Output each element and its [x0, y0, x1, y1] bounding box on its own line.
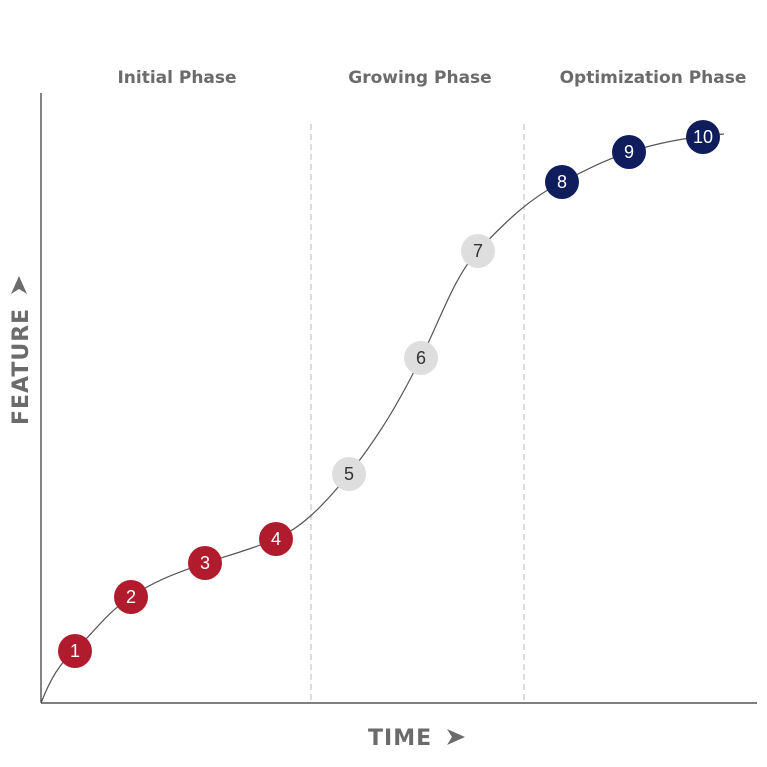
node [612, 135, 646, 169]
node-label: 9 [624, 142, 634, 162]
node-label: 1 [70, 641, 80, 661]
y-axis-label: FEATURE [9, 308, 34, 425]
x-arrow [447, 729, 465, 745]
y-arrow [11, 276, 27, 294]
node-label: 10 [693, 127, 713, 147]
node-label: 2 [126, 587, 136, 607]
node [545, 165, 579, 199]
growth-curve [40, 133, 725, 704]
phase-label: Growing Phase [348, 68, 491, 88]
node-label: 3 [200, 553, 210, 573]
phase-label: Optimization Phase [560, 68, 747, 88]
node [404, 341, 438, 375]
node-label: 7 [473, 241, 483, 261]
phase-label: Initial Phase [117, 68, 236, 88]
node-label: 4 [271, 529, 281, 549]
node [332, 457, 366, 491]
node [461, 234, 495, 268]
x-axis-label: TIME [368, 726, 432, 751]
node-label: 8 [557, 172, 567, 192]
node-label: 5 [344, 464, 354, 484]
node [114, 580, 148, 614]
node [58, 634, 92, 668]
node-label: 6 [416, 348, 426, 368]
node [686, 120, 720, 154]
node [188, 546, 222, 580]
nodes: 1 2 3 4 5 6 7 8 9 10 [58, 120, 720, 668]
node [259, 522, 293, 556]
